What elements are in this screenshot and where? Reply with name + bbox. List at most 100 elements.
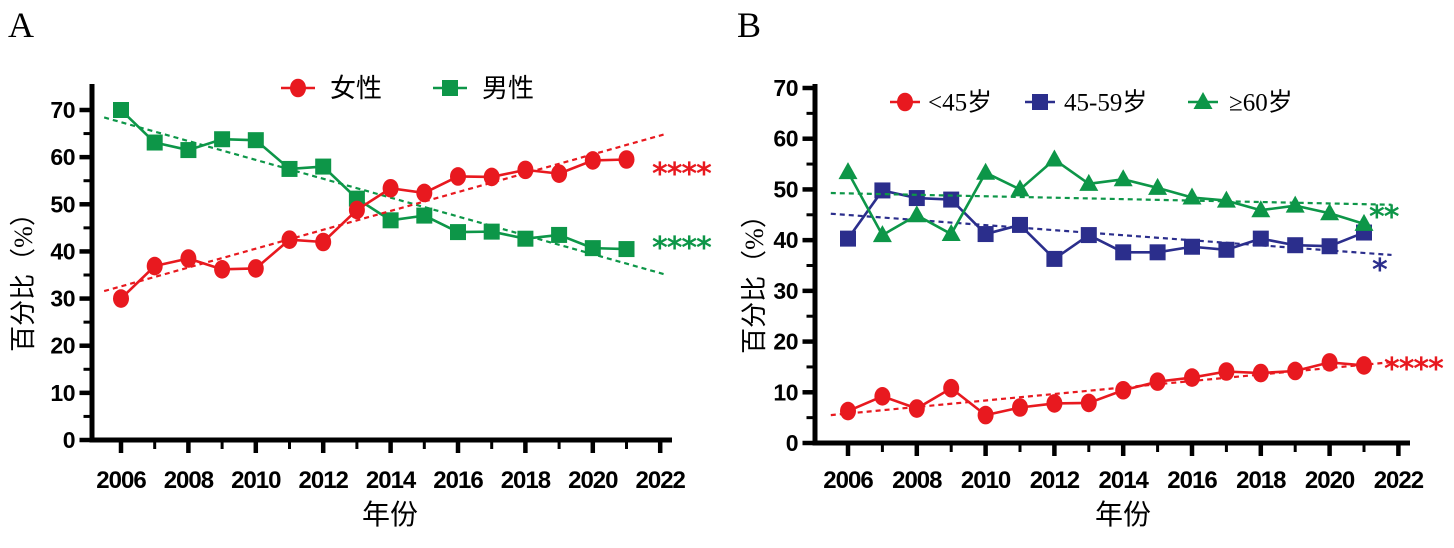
data-point-marker	[1252, 363, 1269, 383]
data-point-marker	[1010, 179, 1030, 197]
data-point-marker	[450, 224, 466, 241]
x-tick-label: 2006	[823, 467, 873, 494]
legend-label: 男性	[482, 74, 534, 103]
trend-line	[103, 133, 664, 293]
data-point-marker	[214, 260, 231, 279]
data-point-marker	[1182, 187, 1202, 205]
data-point-marker	[584, 151, 601, 170]
data-point-marker	[113, 102, 129, 118]
axis-spines	[89, 84, 672, 443]
significance-annotation: ****	[652, 231, 712, 266]
legend-item-≥60岁: ≥60岁	[1188, 89, 1293, 117]
y-tick-label: 10	[50, 380, 75, 406]
legend-item-45-59岁: 45-59岁	[1025, 89, 1147, 117]
legend-marker	[1032, 94, 1048, 110]
data-point-marker	[1115, 380, 1132, 400]
legend-item-<45岁: <45岁	[890, 89, 992, 117]
x-tick-label: 2022	[1374, 467, 1424, 494]
data-point-marker	[618, 241, 635, 258]
data-point-marker	[1285, 195, 1305, 213]
y-tick-label: 60	[773, 126, 798, 152]
series-45-59岁	[830, 182, 1392, 267]
x-tick-label: 2006	[96, 467, 146, 494]
y-tick-label: 40	[50, 238, 75, 264]
data-point-marker	[551, 226, 568, 243]
x-tick-label: 2014	[1099, 467, 1150, 494]
data-line	[120, 158, 627, 300]
data-point-marker	[1321, 238, 1338, 255]
significance-annotation: ****	[652, 157, 712, 192]
y-tick-label: 50	[50, 191, 75, 217]
legend-item-女性: 女性	[281, 74, 382, 103]
y-tick-label: 60	[50, 144, 75, 170]
data-point-marker	[281, 230, 298, 249]
x-tick-label: 2014	[366, 467, 417, 494]
data-point-marker	[840, 401, 856, 421]
x-axis-title: 年份	[362, 499, 418, 531]
y-axis-title: 百分比（%）	[740, 202, 769, 354]
y-axis-title: 百分比（%）	[9, 200, 38, 352]
data-point-marker	[1216, 190, 1236, 208]
panel-label-b: B	[737, 5, 762, 45]
data-point-marker	[1184, 368, 1200, 387]
y-tick-label: 40	[773, 227, 798, 253]
data-point-marker	[1321, 353, 1338, 372]
y-tick-label: 30	[773, 278, 798, 304]
data-point-marker	[943, 191, 960, 208]
y-tick-label: 0	[786, 430, 798, 456]
x-tick-label: 2016	[1167, 467, 1217, 494]
legend-label: <45岁	[928, 89, 992, 117]
data-point-marker	[1113, 169, 1133, 187]
data-point-marker	[315, 158, 332, 175]
data-point-marker	[416, 207, 433, 224]
series-≥60岁	[830, 149, 1392, 243]
trend-line	[830, 191, 1392, 206]
x-tick-label: 2010	[961, 467, 1011, 494]
x-tick-label: 2010	[231, 467, 281, 494]
data-point-marker	[214, 131, 231, 148]
data-point-marker	[872, 225, 892, 243]
data-line	[120, 109, 627, 251]
data-point-marker	[977, 405, 994, 425]
significance-annotation: *	[1372, 253, 1388, 288]
data-point-marker	[348, 200, 365, 220]
data-point-marker	[1354, 213, 1374, 231]
data-point-marker	[838, 162, 858, 180]
axis-spines	[812, 84, 1410, 446]
data-point-marker	[180, 249, 197, 268]
data-point-marker	[1079, 173, 1099, 191]
legend-label: 女性	[330, 74, 382, 103]
data-point-marker	[1287, 361, 1304, 381]
data-line	[847, 361, 1365, 417]
trend-line	[103, 116, 664, 276]
data-point-marker	[146, 256, 163, 276]
data-point-marker	[1080, 393, 1097, 413]
data-point-marker	[618, 150, 635, 169]
legend-marker	[1193, 92, 1213, 109]
data-point-marker	[1252, 230, 1269, 247]
data-point-marker	[584, 240, 601, 257]
data-point-marker	[247, 259, 264, 278]
series-女性	[103, 133, 664, 308]
data-point-marker	[1046, 250, 1063, 267]
data-point-marker	[146, 134, 163, 151]
data-point-marker	[382, 178, 399, 198]
y-tick-label: 30	[50, 286, 75, 312]
legend-marker	[897, 92, 913, 112]
data-point-marker	[976, 162, 996, 180]
legend-label: ≥60岁	[1229, 89, 1293, 117]
data-point-marker	[943, 378, 960, 398]
data-point-marker	[1320, 203, 1340, 221]
panel-label-a: A	[8, 5, 34, 45]
x-tick-label: 2016	[433, 467, 483, 494]
y-tick-label: 20	[773, 329, 798, 355]
data-line	[846, 189, 1365, 261]
series-<45岁	[830, 353, 1392, 425]
series-男性	[103, 102, 664, 276]
data-point-marker	[551, 164, 568, 183]
data-point-marker	[1080, 227, 1097, 244]
data-point-marker	[483, 223, 500, 240]
y-tick-label: 70	[50, 97, 75, 123]
data-point-marker	[247, 132, 264, 149]
